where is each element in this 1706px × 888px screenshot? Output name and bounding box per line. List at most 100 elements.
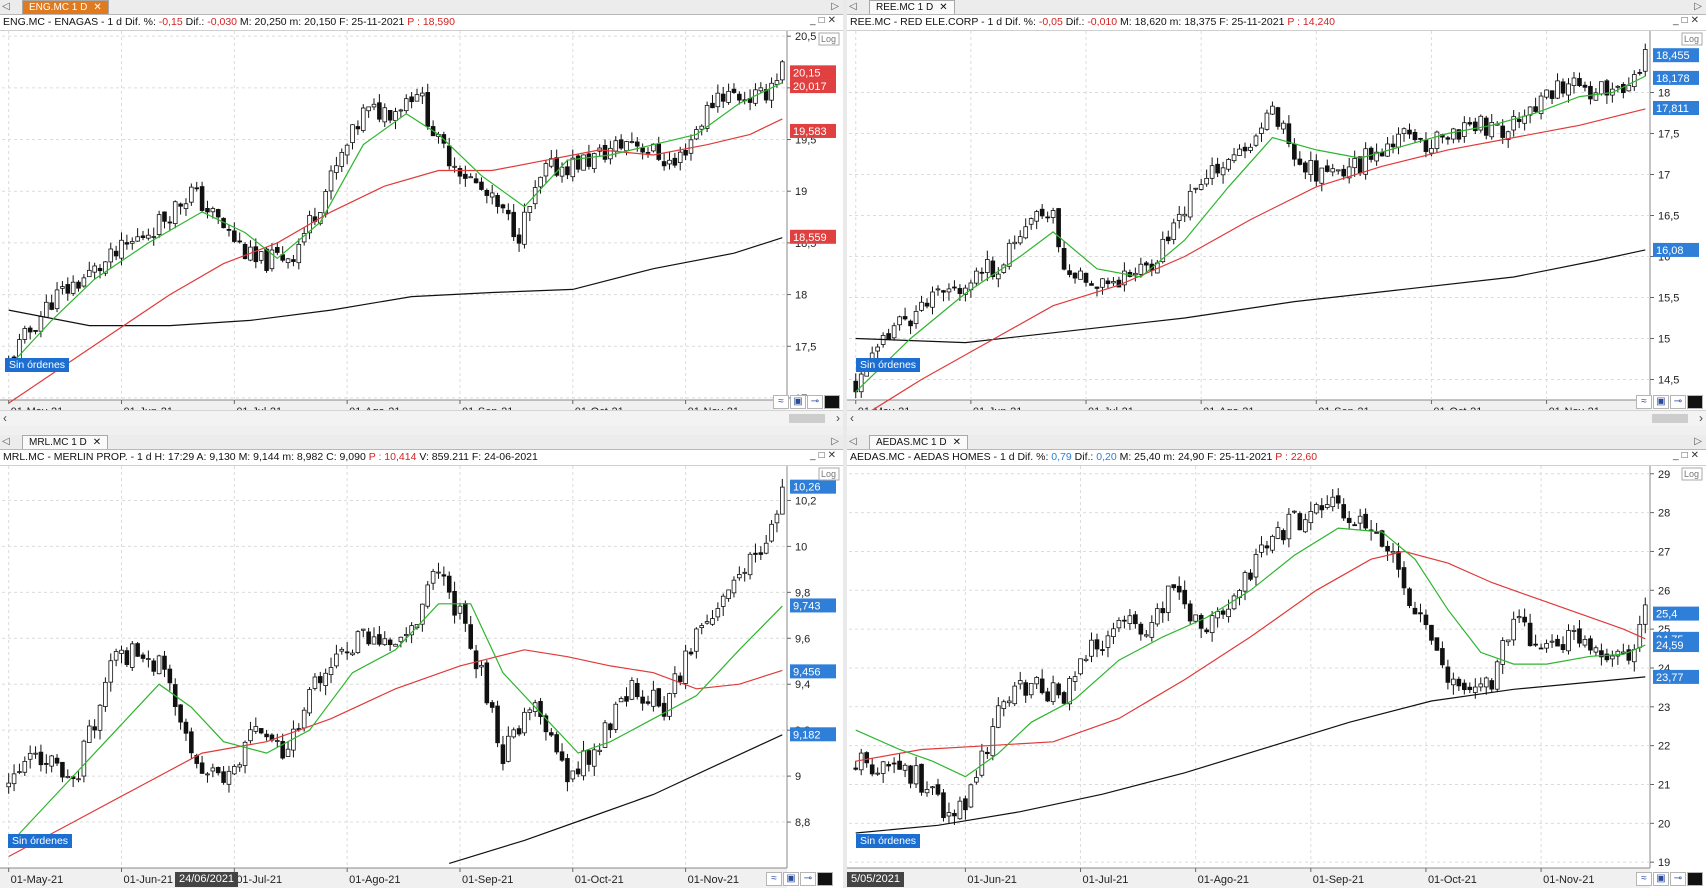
- close-icon[interactable]: ✕: [92, 437, 102, 448]
- moving-average-fast: [855, 75, 1646, 393]
- candle: [1330, 168, 1336, 173]
- candle: [886, 333, 891, 341]
- info-segment: M: 20,250 m: 20,150 F: 25-11-2021: [237, 16, 408, 28]
- info-segment: -0,15: [158, 16, 183, 28]
- candle: [1577, 628, 1582, 644]
- y-tick-label: 9,6: [795, 633, 810, 645]
- candle: [1275, 107, 1281, 127]
- minimize-icon: _: [810, 450, 819, 461]
- color-icon: ■: [1687, 872, 1703, 886]
- log-toggle-label: Log: [821, 469, 836, 479]
- candle: [1522, 115, 1527, 124]
- candle: [1456, 678, 1462, 687]
- candlestick-chart[interactable]: 1817,51716,51615,51514,501-May-2101-Jun-…: [847, 31, 1706, 420]
- candle: [33, 752, 38, 755]
- candle: [103, 681, 108, 707]
- tab-ree[interactable]: REE.MC 1 D ✕: [869, 0, 955, 14]
- info-segment: V: 859.211 F: 24-06-2021: [416, 451, 538, 463]
- candle: [1198, 614, 1204, 629]
- candle: [1083, 658, 1089, 661]
- candle: [1067, 678, 1072, 705]
- candle: [1253, 554, 1259, 578]
- info-segment: Dif.:: [1071, 451, 1097, 463]
- candle: [613, 703, 619, 730]
- tab-scroll-right-icon[interactable]: ▷: [1694, 1, 1702, 12]
- tab-mrl[interactable]: MRL.MC 1 D ✕: [22, 435, 109, 449]
- horizontal-scrollbar[interactable]: ‹ ›: [847, 410, 1706, 426]
- candlestick-chart[interactable]: 20,52019,51918,51817,51701-May-2101-Jun-…: [0, 31, 843, 420]
- candle: [591, 153, 597, 170]
- chart-tools[interactable]: ≈ ▣ ⊸ ■: [1635, 872, 1703, 886]
- candle: [1588, 638, 1593, 651]
- price-tag: [1653, 100, 1699, 115]
- x-tick-label: 01-Sep-21: [1313, 874, 1364, 886]
- tab-scroll-left-icon[interactable]: ◁: [2, 1, 10, 12]
- candle: [1610, 655, 1615, 660]
- candlestick-chart[interactable]: 10,2109,89,69,49,298,801-May-2101-Jun-21…: [0, 466, 843, 888]
- candle: [1324, 504, 1330, 508]
- candle: [350, 124, 355, 144]
- tab-scroll-left-icon[interactable]: ◁: [849, 1, 857, 12]
- tab-aedas[interactable]: AEDAS.MC 1 D ✕: [869, 435, 968, 449]
- price-tag-label: 10,26: [793, 482, 821, 494]
- candle: [178, 704, 183, 723]
- tab-scroll-right-icon[interactable]: ▷: [1694, 436, 1702, 447]
- candle: [205, 208, 210, 213]
- tab-eng[interactable]: ENG.MC 1 D ✕: [22, 0, 109, 14]
- candle: [597, 749, 602, 752]
- candle: [634, 683, 640, 698]
- chart-tools[interactable]: ≈ ▣ ⊸ ■: [772, 395, 840, 409]
- candle: [242, 741, 248, 766]
- tab-scroll-right-icon[interactable]: ▷: [831, 436, 839, 447]
- candle: [506, 735, 511, 762]
- tab-scroll-right-icon[interactable]: ▷: [831, 1, 839, 12]
- candle: [1621, 83, 1626, 94]
- horizontal-scrollbar[interactable]: ‹ ›: [0, 410, 843, 426]
- window-controls[interactable]: _□✕: [810, 450, 839, 461]
- price-tag: [790, 727, 836, 742]
- candle: [350, 652, 355, 656]
- candle: [656, 143, 662, 160]
- scroll-left-icon: ‹: [3, 411, 7, 425]
- price-tag: [1653, 669, 1699, 684]
- candle: [452, 165, 457, 168]
- candle: [1412, 607, 1418, 615]
- x-tick-label: 01-May-21: [11, 874, 64, 886]
- candle: [527, 709, 533, 713]
- candle: [1615, 650, 1621, 657]
- candle: [473, 650, 479, 670]
- chart-tools[interactable]: ≈ ▣ ⊸ ■: [1635, 395, 1703, 409]
- x-tick-label: 01-Ago-21: [1198, 874, 1249, 886]
- window-controls[interactable]: _□✕: [810, 15, 839, 26]
- candle: [269, 249, 275, 270]
- close-icon[interactable]: ✕: [952, 437, 961, 448]
- close-icon[interactable]: ✕: [93, 2, 102, 13]
- tab-bar: ◁ REE.MC 1 D ✕ ▷: [847, 0, 1706, 15]
- window-controls[interactable]: _□✕: [1673, 15, 1702, 26]
- candle: [275, 740, 280, 742]
- candle: [1270, 535, 1275, 551]
- candle: [1341, 504, 1347, 519]
- candle: [210, 767, 216, 772]
- candle: [1357, 156, 1363, 174]
- save-icon: ▣: [1653, 872, 1669, 886]
- candle: [661, 161, 667, 167]
- link-icon: ⊸: [807, 395, 823, 409]
- tab-scroll-left-icon[interactable]: ◁: [849, 436, 857, 447]
- candle: [242, 243, 248, 260]
- candle: [1604, 80, 1610, 96]
- candle: [22, 760, 28, 773]
- tab-scroll-left-icon[interactable]: ◁: [2, 436, 10, 447]
- candle: [1171, 222, 1177, 240]
- candle: [1209, 165, 1215, 179]
- candle: [930, 291, 935, 308]
- chart-tools[interactable]: ≈ ▣ ⊸ ■: [765, 872, 833, 886]
- close-icon[interactable]: ✕: [939, 2, 948, 13]
- candle: [645, 151, 651, 154]
- candle: [869, 764, 875, 775]
- candle: [108, 660, 114, 683]
- window-controls[interactable]: _□✕: [1673, 450, 1702, 461]
- plot-area: [0, 466, 787, 868]
- candle: [1445, 666, 1451, 683]
